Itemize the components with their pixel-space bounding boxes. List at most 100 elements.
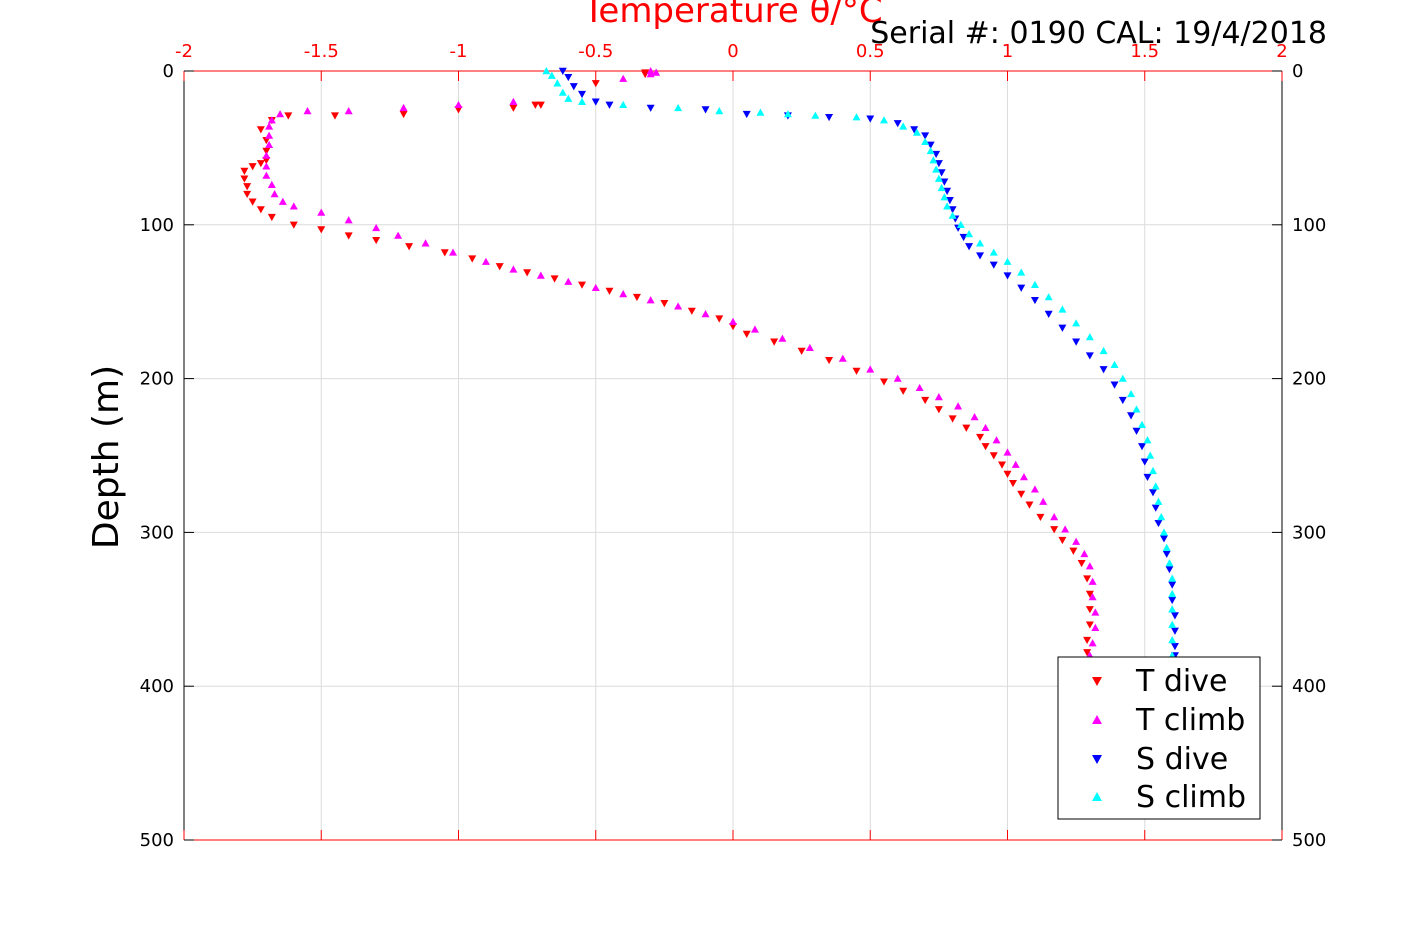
data-point (1148, 489, 1157, 497)
data-point (778, 334, 787, 342)
data-point (742, 330, 751, 338)
data-point (962, 424, 971, 432)
data-point (317, 226, 326, 234)
data-point (893, 374, 902, 382)
data-point (1162, 550, 1171, 558)
legend-label: T dive (1135, 664, 1227, 699)
data-point (1118, 396, 1127, 405)
data-point (965, 230, 974, 238)
data-point (262, 147, 271, 155)
data-point (1170, 643, 1179, 651)
data-point (564, 73, 573, 82)
data-point (715, 315, 724, 323)
data-point (558, 88, 567, 96)
data-point (1050, 513, 1059, 521)
data-point (929, 156, 938, 164)
data-point (1044, 310, 1053, 319)
data-point (932, 150, 941, 159)
data-point (344, 106, 353, 115)
data-point (1088, 592, 1097, 601)
data-point (1151, 482, 1160, 490)
data-point (989, 248, 998, 256)
data-point (910, 126, 919, 134)
data-point (937, 183, 946, 192)
data-point (940, 193, 949, 201)
data-point (262, 157, 271, 165)
data-point (652, 68, 661, 76)
data-point (1110, 360, 1119, 368)
legend-label: T climb (1135, 703, 1245, 738)
x-tick-label: -2 (175, 41, 193, 62)
data-point (1017, 490, 1026, 498)
data-point (591, 283, 600, 292)
data-point (619, 290, 628, 298)
data-point (440, 249, 449, 257)
data-point (591, 80, 600, 88)
data-point (509, 97, 518, 105)
data-point (1168, 620, 1177, 628)
x-tick-label: 1 (1002, 41, 1013, 62)
y-tick-label-right: 200 (1292, 369, 1326, 390)
y-tick-label-right: 100 (1292, 215, 1326, 236)
y-tick-label-left: 0 (163, 61, 174, 82)
data-point (578, 281, 587, 289)
data-point (1127, 389, 1136, 398)
data-point (1003, 448, 1012, 456)
data-point (1168, 605, 1177, 613)
data-point (1168, 596, 1177, 605)
data-point (715, 106, 724, 115)
x-tick-label: 1.5 (1130, 41, 1159, 62)
data-point (1085, 590, 1094, 598)
data-point (1083, 636, 1092, 645)
data-point (915, 383, 924, 392)
data-point (893, 120, 902, 128)
data-point (970, 413, 979, 421)
data-point (1146, 451, 1155, 459)
data-point (265, 140, 274, 149)
data-point (619, 74, 628, 82)
data-point (674, 302, 683, 310)
data-point (536, 101, 545, 109)
data-point (569, 83, 578, 91)
data-point (934, 393, 943, 401)
data-point (256, 160, 265, 168)
data-point (578, 90, 587, 99)
data-point (289, 221, 298, 229)
data-point (256, 126, 265, 134)
data-point (1083, 649, 1092, 657)
y-tick-label-left: 300 (140, 522, 174, 543)
data-point (605, 101, 614, 109)
data-point (1011, 460, 1020, 468)
data-point (943, 202, 952, 210)
data-point (646, 296, 655, 304)
data-point (797, 347, 806, 355)
data-point (1017, 268, 1026, 276)
data-point (1127, 412, 1136, 420)
data-point (701, 310, 710, 318)
data-point (564, 94, 573, 102)
data-point (542, 67, 551, 75)
data-point (449, 248, 458, 256)
data-point (1162, 543, 1171, 551)
data-point (838, 354, 847, 362)
data-point (1030, 485, 1039, 493)
data-point (1168, 636, 1177, 644)
series-s-dive (558, 67, 1179, 660)
data-point (1151, 504, 1160, 512)
data-point (959, 233, 968, 242)
data-point (1072, 338, 1081, 346)
data-point (976, 239, 985, 247)
data-point (825, 356, 834, 365)
data-point (372, 236, 381, 245)
x-tick-label: -1 (450, 41, 468, 62)
data-point (948, 206, 957, 214)
data-point (998, 461, 1007, 469)
data-point (468, 255, 477, 263)
data-point (454, 106, 463, 114)
data-point (1085, 606, 1094, 614)
data-point (825, 113, 834, 122)
data-point (270, 190, 279, 198)
data-point (1170, 612, 1179, 620)
